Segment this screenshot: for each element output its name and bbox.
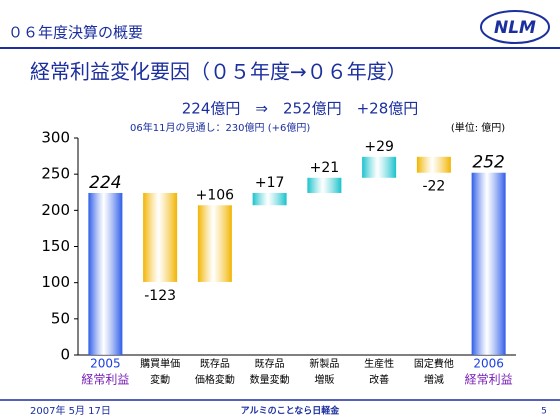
logo: NLM: [494, 18, 536, 38]
y-tick-label: 250: [41, 165, 70, 183]
x-tick-label: 経常利益: [81, 373, 129, 387]
x-tick-label: 増販: [314, 373, 334, 386]
x-tick-label: 改善: [369, 373, 389, 386]
footer-slogan: アルミのことなら日軽金: [241, 405, 341, 417]
page-number: 5: [541, 407, 547, 417]
x-tick-label: 2005: [90, 357, 121, 371]
bar: [88, 192, 123, 355]
x-tick-label: 経常利益: [465, 373, 513, 387]
y-tick-label: 200: [41, 201, 70, 219]
x-tick-label: 既存品: [200, 357, 230, 370]
value-label: -22: [422, 179, 445, 195]
value-label: +106: [196, 187, 235, 203]
x-tick-label: 固定費他: [414, 357, 454, 370]
x-tick-label: 価格変動: [195, 373, 235, 386]
value-label: +21: [310, 160, 340, 176]
bar: [143, 192, 178, 282]
bar: [197, 205, 232, 282]
x-tick-label: 既存品: [255, 357, 285, 370]
x-tick-label: 変動: [150, 373, 170, 386]
footer-date: 2007年 5月 17日: [30, 404, 111, 417]
bar: [471, 172, 506, 355]
header-title: ０６年度決算の概要: [8, 24, 143, 42]
chart-subtitle: 224億円 ⇒ 252億円 +28億円: [182, 100, 419, 118]
bar: [252, 192, 287, 206]
x-tick-label: 数量変動: [250, 373, 290, 386]
bar: [307, 177, 342, 193]
y-tick-label: 50: [51, 309, 70, 327]
x-tick-label: 増減: [424, 373, 444, 386]
x-tick-label: 2006: [473, 357, 504, 371]
logo-ring: [480, 10, 550, 44]
x-tick-label: 生産性: [364, 357, 394, 370]
value-label: -123: [144, 288, 176, 304]
annotation: 06年11月の見通し：230億円 (+6億円): [130, 121, 310, 134]
value-label: +29: [364, 139, 394, 155]
y-tick-label: 100: [41, 273, 70, 291]
unit-label: (単位: 億円): [451, 121, 505, 134]
y-tick-label: 150: [41, 237, 70, 255]
y-tick-label: 300: [41, 129, 70, 147]
chart-title: 経常利益変化要因（０５年度→０６年度）: [30, 60, 407, 84]
bar: [416, 156, 451, 173]
value-label: 224: [89, 173, 121, 193]
value-label: +17: [255, 175, 285, 191]
y-tick-label: 0: [60, 346, 70, 364]
value-label: 252: [472, 153, 504, 173]
bar: [362, 156, 397, 178]
x-tick-label: 購買単価: [140, 357, 180, 370]
x-tick-label: 新製品: [309, 357, 339, 370]
